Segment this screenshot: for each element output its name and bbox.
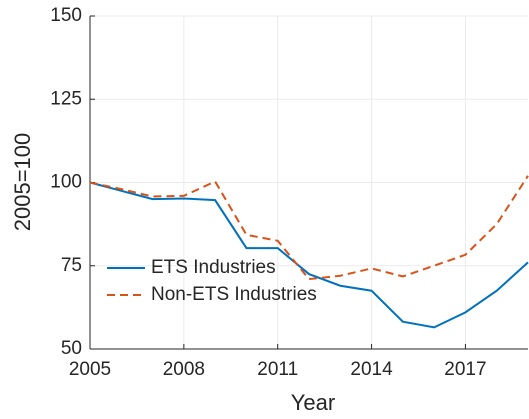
x-tick-label: 2014 — [350, 359, 393, 380]
y-tick-label: 75 — [61, 255, 82, 276]
x-tick-label: 2005 — [69, 359, 111, 380]
legend-label: Non-ETS Industries — [151, 284, 317, 305]
x-tick-label: 2008 — [163, 359, 205, 380]
y-axis-label: 2005=100 — [10, 133, 35, 232]
legend-label: ETS Industries — [151, 257, 276, 278]
x-axis-label: Year — [291, 390, 335, 415]
y-tick-label: 125 — [50, 88, 82, 109]
y-tick-label: 100 — [50, 172, 82, 193]
x-tick-label: 2017 — [444, 359, 486, 380]
series-line — [89, 181, 529, 329]
series-line — [89, 175, 529, 281]
y-tick-label: 50 — [61, 338, 82, 359]
y-tick-label: 150 — [50, 5, 82, 26]
x-tick-label: 2011 — [257, 359, 298, 380]
